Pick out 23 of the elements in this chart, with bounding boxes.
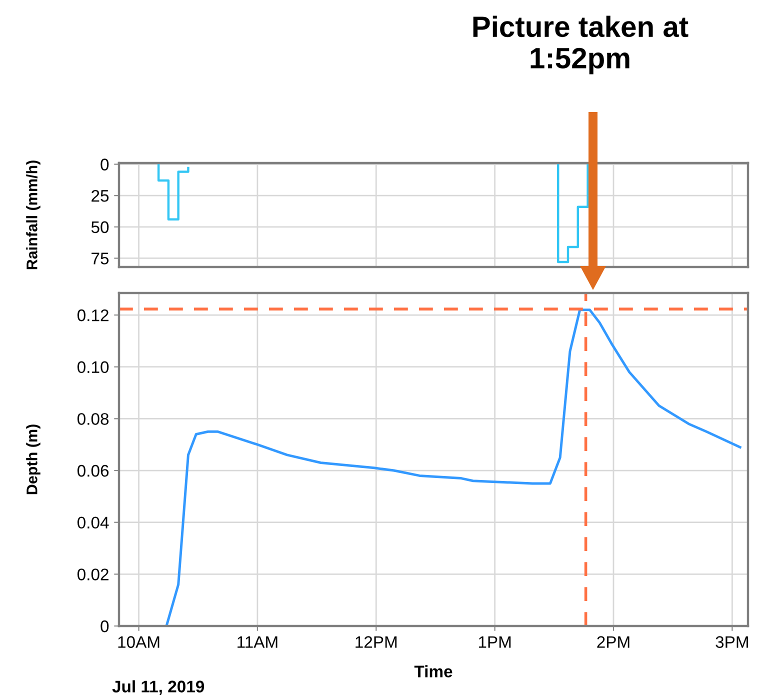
y-tick-label: 75 [92,252,109,264]
y-tick-label: 0.12 [77,309,108,322]
y-tick-label: 0.06 [77,464,109,477]
x-tick-label: 1PM [478,636,511,648]
y-tick-label: 0 [100,620,109,632]
x-axis-title: Time [414,665,452,678]
y-tick-label: 0.02 [77,568,108,580]
y-tick-label: 0 [100,158,109,170]
y-tick-label: 0.08 [77,413,109,425]
y-tick-label: 0.04 [77,516,109,529]
x-tick-label: 3PM [716,636,748,648]
line-series [165,308,742,626]
y-tick-label: 50 [91,221,109,234]
x-tick-label: 11AM [238,636,278,648]
y-tick-label: 0.10 [77,361,109,374]
y-axis-title: Depth (m) [26,424,40,494]
y-tick-label: 25 [92,190,109,202]
x-tick-label: 12PM [356,636,397,648]
text: Picture taken at 1:52pm [473,16,688,74]
text: Jul 11, 2019 [112,680,204,695]
y-axis-title: Rainfall (mm/h) [26,160,40,270]
x-tick-label: 10AM [118,636,160,648]
x-tick-label: 2PM [597,636,630,648]
